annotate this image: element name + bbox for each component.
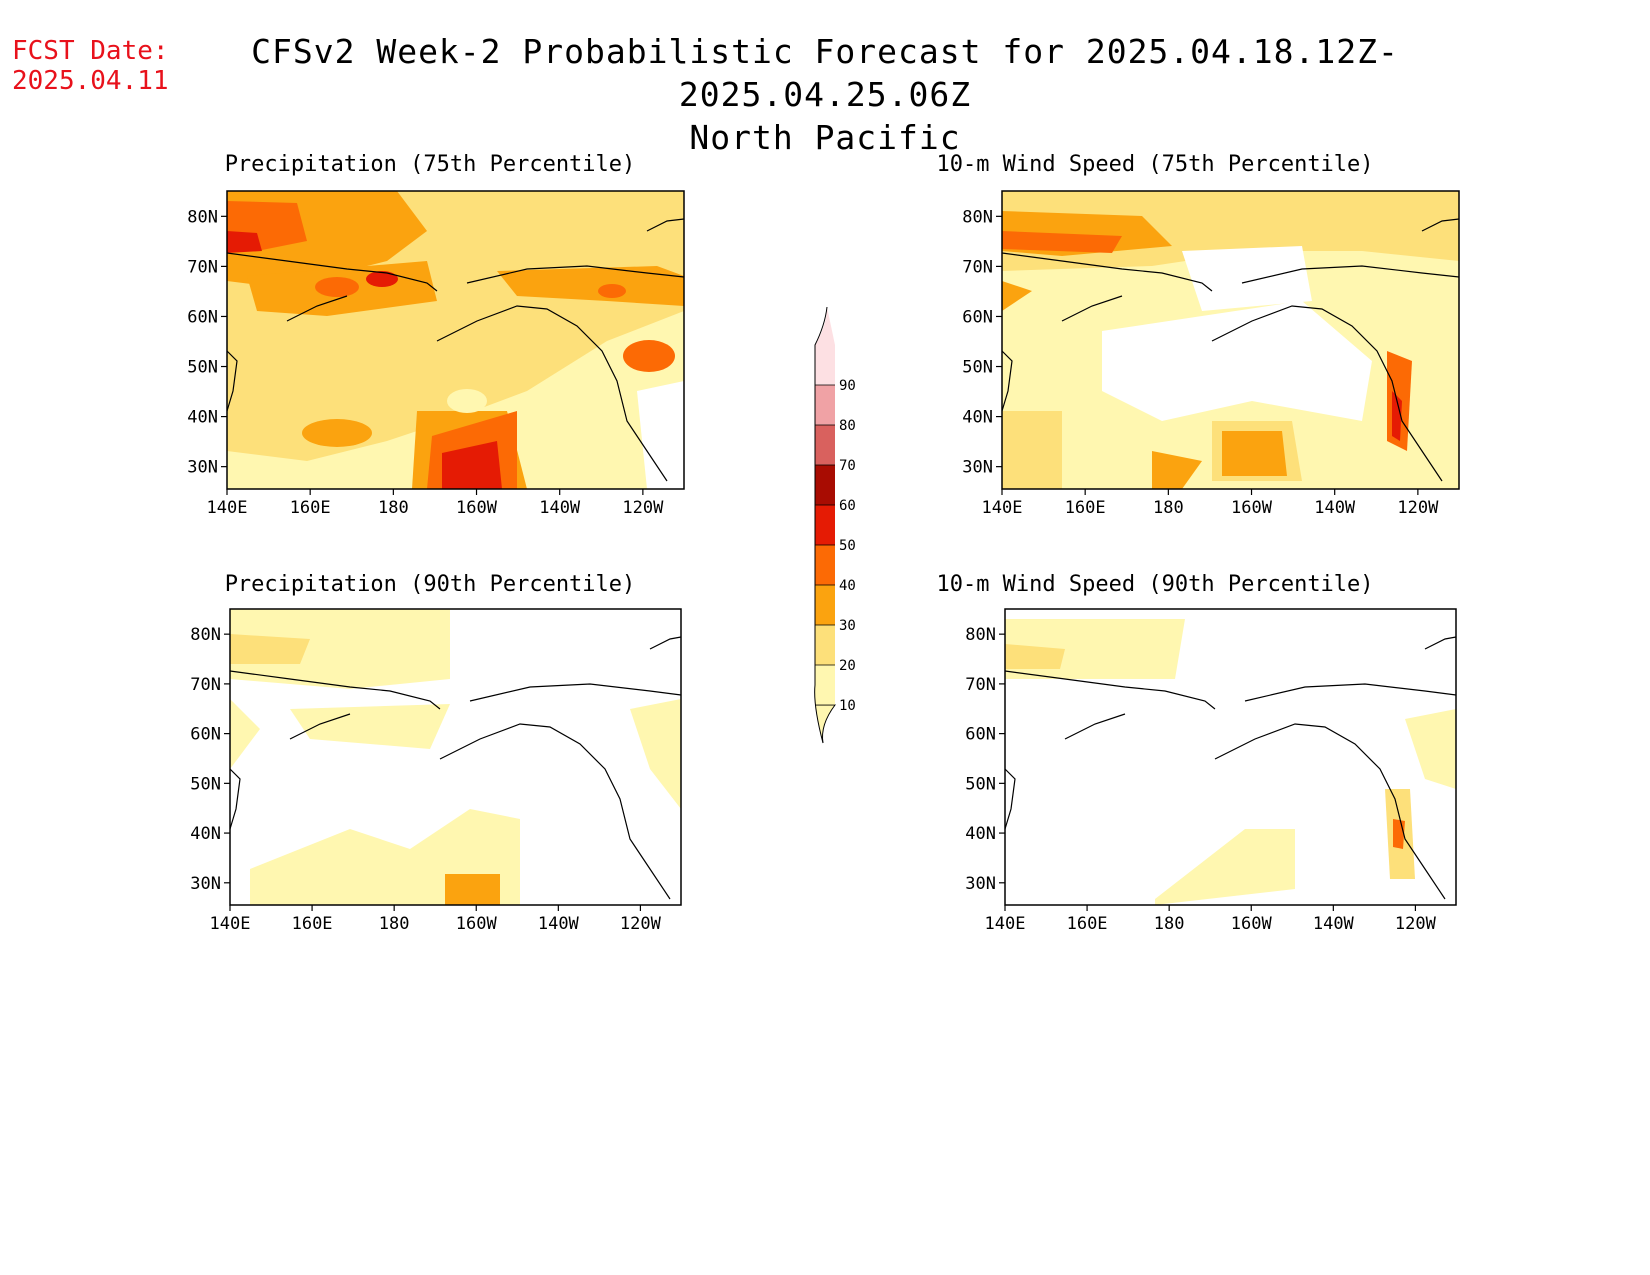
panel-title-wind90: 10-m Wind Speed (90th Percentile) [936,572,1374,597]
lon-label: 140W [1313,914,1355,934]
colorbar-swatch [815,505,835,545]
lat-label: 40N [190,824,221,844]
lon-label: 160E [292,914,333,934]
panel-title-wind75: 10-m Wind Speed (75th Percentile) [936,152,1374,177]
colorbar-swatch [815,545,835,585]
fcst-label: FCST Date: [12,36,169,66]
colorbar-label: 70 [839,458,856,474]
lat-label: 80N [962,207,993,227]
lon-label: 160E [1065,498,1106,518]
colorbar-label: 80 [839,418,856,434]
lat-label: 60N [962,307,993,327]
precip90-coastline [229,636,682,900]
lon-label: 140W [539,498,581,518]
map-frame [1001,190,1460,490]
lon-label: 120W [622,498,664,518]
colorbar-swatch [815,665,835,705]
title-line-1: CFSv2 Week-2 Probabilistic Forecast for … [251,32,1399,114]
colorbar: 10 20 30 40 50 60 70 80 90 [814,306,856,744]
precip75-fill [227,191,684,489]
colorbar-swatch [815,625,835,665]
wind75-fill [1002,191,1459,489]
lon-label: 180 [1154,914,1185,934]
lat-label: 50N [965,774,996,794]
lon-label: 160W [456,498,498,518]
colorbar-label: 60 [839,498,856,514]
lon-label: 120W [1397,498,1439,518]
colorbar-outline [814,306,828,744]
colorbar-swatch [815,425,835,465]
lon-label: 160W [456,914,498,934]
lon-label: 120W [620,914,662,934]
axis-labels: 80N 70N 60N 50N 40N 30N 140E 160E 180 160W 140W 120… [187,207,1439,934]
lat-label: 60N [187,307,218,327]
colorbar-label: 10 [839,698,856,714]
colorbar-swatch [815,585,835,625]
lon-label: 160E [1067,914,1108,934]
precip75-coastline [226,218,685,482]
lon-label: 180 [378,498,409,518]
wind75-coastline [1001,218,1460,482]
lat-label: 70N [965,675,996,695]
lat-label: 30N [187,458,218,478]
lat-label: 40N [965,824,996,844]
wind90-fill [1005,609,1456,905]
main-title: CFSv2 Week-2 Probabilistic Forecast for … [170,30,1480,159]
lat-label: 60N [190,725,221,745]
lat-label: 50N [190,774,221,794]
lat-label: 30N [190,874,221,894]
lon-label: 140E [982,498,1023,518]
panel-title-precip90: Precipitation (90th Percentile) [224,572,636,597]
lat-label: 70N [187,257,218,277]
lat-label: 80N [965,625,996,645]
lat-label: 60N [965,725,996,745]
colorbar-label: 20 [839,658,856,674]
colorbar-label: 30 [839,618,856,634]
map-wind90 [1004,609,1457,905]
lon-label: 160E [290,498,331,518]
lon-label: 140W [1314,498,1356,518]
map-frames [226,190,1460,906]
map-frame [1004,608,1457,906]
lat-label: 30N [965,874,996,894]
lon-label: 160W [1231,498,1273,518]
lat-label: 30N [962,458,993,478]
colorbar-label: 90 [839,378,856,394]
map-precip75 [226,191,685,489]
lat-label: 80N [190,625,221,645]
title-line-2: North Pacific [689,118,961,157]
colorbar-label: 40 [839,578,856,594]
colorbar-swatch [815,385,835,425]
lat-label: 50N [962,358,993,378]
lon-label: 180 [1153,498,1184,518]
lat-label: 50N [187,358,218,378]
lon-label: 140E [985,914,1026,934]
lat-label: 40N [962,408,993,428]
colorbar-swatch [815,345,835,385]
map-frame [226,190,685,490]
lat-label: 70N [962,257,993,277]
lon-label: 160W [1231,914,1273,934]
colorbar-swatch [815,465,835,505]
fcst-date: 2025.04.11 [12,66,169,96]
map-frame [229,608,682,906]
lon-label: 180 [379,914,410,934]
precip90-fill [230,609,681,905]
lat-label: 40N [187,408,218,428]
lon-label: 140W [538,914,580,934]
lat-label: 70N [190,675,221,695]
map-wind75 [1001,191,1460,489]
colorbar-label: 50 [839,538,856,554]
lon-label: 120W [1395,914,1437,934]
lat-label: 80N [187,207,218,227]
panel-title-precip75: Precipitation (75th Percentile) [224,152,636,177]
map-precip90 [229,609,682,905]
lon-label: 140E [207,498,248,518]
lon-label: 140E [210,914,251,934]
colorbar-low-extension [815,704,836,744]
wind90-coastline [1004,636,1457,900]
forecast-date-label: FCST Date: 2025.04.11 [12,36,169,96]
colorbar-high-extension [815,307,835,345]
